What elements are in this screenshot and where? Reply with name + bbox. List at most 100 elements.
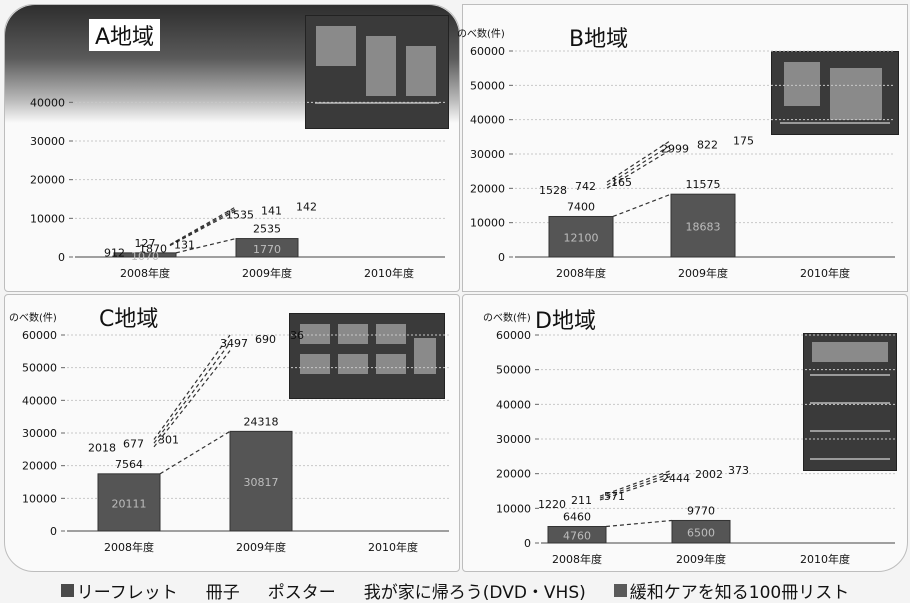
photo-image bbox=[289, 313, 445, 399]
panel-region-c: C地域 のべ数(件) 0 10000 20000 30000 40000 50000 6000… bbox=[4, 294, 460, 572]
y-tick-label: 10000 bbox=[496, 502, 531, 515]
stack-label: 7564 bbox=[115, 458, 143, 471]
legend-item-leaflet: リーフレット bbox=[60, 578, 178, 603]
x-tick-label: 2008年度 bbox=[552, 552, 602, 566]
y-tick-label: 50000 bbox=[22, 362, 57, 375]
x-tick-label: 2010年度 bbox=[800, 266, 850, 280]
x-tick-label: 2009年度 bbox=[242, 266, 292, 280]
bar bbox=[97, 473, 161, 532]
bar-inner-label: 20111 bbox=[112, 497, 147, 510]
y-tick-label: 10000 bbox=[30, 212, 65, 225]
y-tick-label: 60000 bbox=[470, 45, 505, 58]
y-tick-label: 0 bbox=[498, 251, 505, 264]
stack-label: 912 bbox=[104, 247, 125, 260]
x-tick-label: 2010年度 bbox=[368, 540, 418, 554]
stack-label: 2999 bbox=[661, 142, 689, 155]
stack-label: 690 bbox=[255, 333, 276, 346]
y-tick-label: 10000 bbox=[22, 492, 57, 505]
stack-label: 131 bbox=[174, 239, 195, 252]
y-tick-label: 50000 bbox=[470, 79, 505, 92]
y-axis-label: のべ数(件) bbox=[483, 311, 531, 324]
region-title: A地域 bbox=[89, 19, 161, 51]
y-tick-label: 20000 bbox=[496, 468, 531, 481]
stack-label: 3497 bbox=[220, 337, 248, 350]
stack-label: 9770 bbox=[687, 504, 715, 517]
stack-label: 165 bbox=[611, 176, 632, 189]
chart-region-d: のべ数(件) 0 10000 20000 30000 40000 50000 60000 200… bbox=[483, 311, 895, 566]
bar bbox=[235, 238, 299, 258]
photo-image bbox=[305, 15, 449, 129]
y-tick-label: 30000 bbox=[496, 433, 531, 446]
y-tick-label: 40000 bbox=[470, 114, 505, 127]
panel-region-b: B地域 のべ数(件) 0 10000 20000 30000 40000 50000 6000… bbox=[457, 4, 908, 292]
y-tick-label: 30000 bbox=[22, 427, 57, 440]
connector-line bbox=[599, 469, 673, 497]
legend-item-list: 緩和ケアを知る100冊リスト bbox=[613, 578, 849, 603]
bar-inner-label: 30817 bbox=[244, 476, 279, 489]
bar-inner-label: 4760 bbox=[563, 530, 591, 543]
bar bbox=[229, 430, 293, 532]
y-tick-label: 60000 bbox=[22, 329, 57, 342]
connector-line bbox=[599, 475, 673, 501]
legend-item-dvd: 我が家に帰ろう(DVD・VHS) bbox=[364, 578, 586, 603]
connector-line bbox=[153, 350, 231, 448]
chart-region-c: のべ数(件) 0 10000 20000 30000 40000 50000 60000 200… bbox=[9, 311, 449, 554]
stack-label: 1535 bbox=[226, 209, 254, 222]
x-tick-label: 2009年度 bbox=[236, 540, 286, 554]
y-tick-label: 10000 bbox=[470, 217, 505, 230]
legend-label: 冊子 bbox=[205, 582, 240, 603]
y-tick-label: 0 bbox=[50, 525, 57, 538]
stack-label: 1528 bbox=[539, 184, 567, 197]
stack-label: 211 bbox=[571, 494, 592, 507]
stack-label: 822 bbox=[697, 138, 718, 151]
region-title: D地域 bbox=[535, 309, 596, 334]
stack-label: 24318 bbox=[244, 415, 279, 428]
connector-line bbox=[153, 342, 231, 444]
legend-swatch-leaflet bbox=[60, 583, 74, 597]
x-tick-label: 2008年度 bbox=[556, 266, 606, 280]
connector-line bbox=[169, 208, 237, 246]
stack-label: 175 bbox=[733, 134, 754, 147]
y-tick-label: 0 bbox=[58, 251, 65, 264]
stack-label: 142 bbox=[296, 201, 317, 214]
stack-label: 127 bbox=[135, 237, 156, 250]
chart-legend: リーフレット 冊子 ポスター 我が家に帰ろう(DVD・VHS) 緩和ケアを知る1… bbox=[0, 578, 910, 603]
bar bbox=[547, 525, 607, 544]
panel-region-a: A地域 0 10000 20000 30000 40000 2008年度 2009年度 201… bbox=[4, 4, 460, 292]
stack-label: 2444 bbox=[662, 472, 690, 485]
connector-line bbox=[606, 144, 672, 186]
region-title: B地域 bbox=[569, 27, 629, 52]
bar bbox=[113, 252, 177, 258]
chart-region-b: のべ数(件) 0 10000 20000 30000 40000 50000 60000 200… bbox=[457, 27, 895, 280]
stack-label: 301 bbox=[158, 434, 179, 447]
x-tick-label: 2010年度 bbox=[800, 552, 850, 566]
x-tick-label: 2008年度 bbox=[120, 266, 170, 280]
y-axis-label: のべ数(件) bbox=[457, 27, 505, 40]
chart-region-a: 0 10000 20000 30000 40000 2008年度 2009年度 2010年度 1… bbox=[30, 96, 445, 280]
legend-label: 我が家に帰ろう(DVD・VHS) bbox=[363, 582, 586, 603]
panel-region-d: D地域 のべ数(件) 0 10000 20000 30000 40000 50000 6000… bbox=[462, 294, 908, 572]
bar-inner-label: 12100 bbox=[564, 232, 599, 245]
stack-label: 1870 bbox=[139, 243, 167, 256]
connector-line bbox=[606, 139, 672, 183]
y-tick-label: 20000 bbox=[470, 182, 505, 195]
connector-line bbox=[169, 206, 237, 246]
y-tick-label: 40000 bbox=[496, 398, 531, 411]
x-tick-label: 2010年度 bbox=[364, 266, 414, 280]
bar-inner-label: 18683 bbox=[686, 221, 721, 234]
legend-item-poster: ポスター bbox=[268, 578, 336, 603]
connector-line bbox=[599, 472, 673, 499]
bar bbox=[548, 215, 614, 258]
connector-line bbox=[612, 193, 672, 218]
stack-label: 742 bbox=[575, 180, 596, 193]
region-title: C地域 bbox=[99, 307, 159, 332]
x-tick-label: 2008年度 bbox=[104, 540, 154, 554]
stack-label: 141 bbox=[261, 205, 282, 218]
connector-line bbox=[175, 237, 237, 254]
legend-item-booklet: 冊子 bbox=[206, 578, 240, 603]
x-tick-label: 2009年度 bbox=[676, 552, 726, 566]
y-tick-label: 20000 bbox=[22, 460, 57, 473]
y-axis-label: のべ数(件) bbox=[9, 311, 57, 324]
legend-label: リーフレット bbox=[76, 582, 178, 603]
stack-label: 2002 bbox=[695, 468, 723, 481]
